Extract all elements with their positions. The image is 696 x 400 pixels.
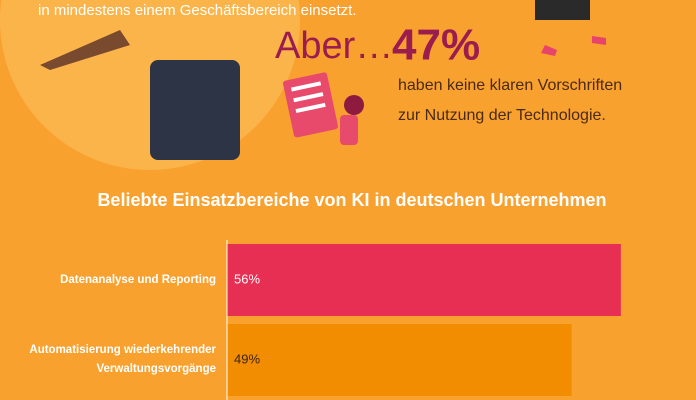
highlight-text: zur Nutzung der Technologie. [398, 107, 606, 124]
value-label: 56% [234, 271, 260, 286]
bar [227, 244, 621, 316]
highlight-value: 47% [392, 21, 480, 70]
person-jeans [150, 60, 240, 160]
chart-title: Beliebte Einsatzbereiche von KI in deuts… [97, 190, 606, 210]
category-label: Datenanalyse und Reporting [60, 273, 216, 286]
bar [227, 324, 572, 396]
value-label: 49% [234, 351, 260, 366]
category-label: Automatisierung wiederkehrender Verwaltu… [29, 344, 216, 375]
highlight-text: haben keine klaren Vorschriften [398, 77, 622, 94]
person-arm [40, 30, 130, 70]
intro-text: in mindestens einem Geschäftsbereich ein… [38, 2, 357, 19]
person-shoes [541, 36, 606, 56]
person-shorts [535, 0, 590, 20]
highlight-lead: Aber… [275, 25, 393, 67]
document-icon [283, 72, 364, 145]
